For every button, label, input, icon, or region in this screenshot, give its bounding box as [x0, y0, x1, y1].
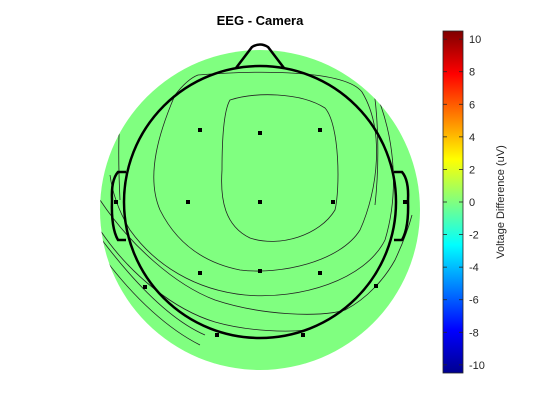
colorbar-tick-label: -2 — [469, 230, 479, 242]
contour-line — [100, 199, 413, 315]
colorbar-tick-label: -4 — [469, 262, 479, 274]
electrode-marker — [403, 200, 407, 204]
electrode-marker — [114, 200, 118, 204]
contour-line — [101, 239, 206, 336]
colorbar-tick-label: 8 — [469, 67, 475, 79]
electrode-marker — [374, 284, 378, 288]
colorbar-ticks: 10 8 6 4 2 0 -2 -4 -6 -8 -10 — [443, 34, 485, 372]
electrode-marker — [215, 333, 219, 337]
electrode-marker — [198, 271, 202, 275]
colorbar-tick-label: 2 — [469, 164, 475, 176]
colorbar-tick-label: 6 — [469, 99, 475, 111]
left-ear — [110, 170, 126, 242]
electrode-marker — [318, 128, 322, 132]
electrode-marker — [198, 128, 202, 132]
scalp-map-disc — [100, 50, 420, 370]
contour-line — [101, 254, 201, 346]
electrode-marker — [258, 269, 262, 273]
electrode-marker — [143, 285, 147, 289]
electrode-marker — [301, 333, 305, 337]
colorbar-tick-label: 4 — [469, 132, 475, 144]
electrode-marker — [186, 200, 190, 204]
electrode-group — [114, 128, 407, 337]
colorbar: 10 8 6 4 2 0 -2 -4 -6 -8 -10 Voltage Difference (u… — [442, 30, 507, 374]
contour-line — [221, 94, 339, 242]
electrode-marker — [318, 271, 322, 275]
colorbar-tick-label: -10 — [469, 360, 485, 372]
electrode-marker — [258, 131, 262, 135]
colorbar-label: Voltage Difference (uV) — [495, 145, 507, 259]
electrode-marker — [258, 200, 262, 204]
nose-shape — [235, 43, 285, 69]
contour-line — [100, 229, 306, 332]
colorbar-tick-label: 10 — [469, 34, 481, 46]
right-ear — [394, 170, 410, 242]
electrode-marker — [331, 200, 335, 204]
head-outline — [110, 43, 410, 340]
colorbar-tick-label: -6 — [469, 295, 479, 307]
colorbar-tick-label: 0 — [469, 197, 475, 209]
head-circle — [122, 64, 398, 340]
chart-title: EEG - Camera — [217, 13, 304, 28]
contour-line — [153, 71, 377, 272]
colorbar-tick-label: -8 — [469, 327, 479, 339]
